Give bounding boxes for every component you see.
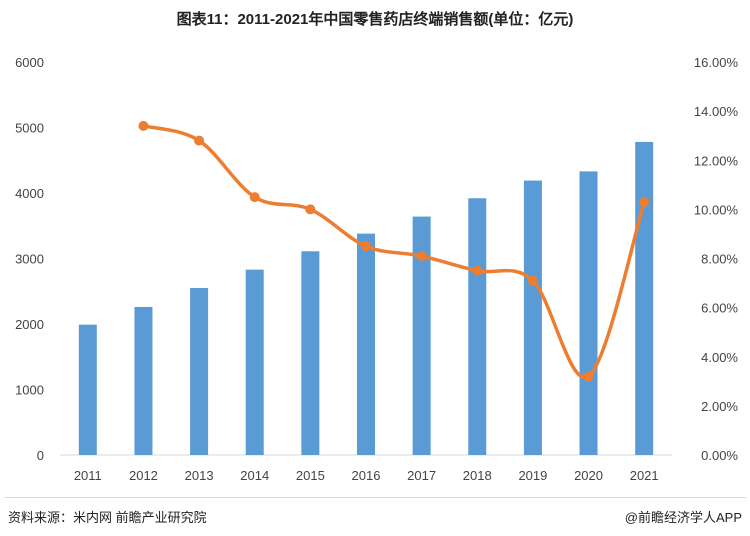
line-point (194, 135, 205, 146)
y-left-tick-label: 1000 (15, 383, 44, 398)
footer-divider (4, 497, 746, 498)
x-tick-label: 2016 (352, 468, 381, 483)
y-left-tick-label: 3000 (15, 252, 44, 267)
y-right-tick-label: 14.00% (694, 104, 739, 119)
x-tick-label: 2012 (129, 468, 158, 483)
y-right-tick-label: 12.00% (694, 153, 739, 168)
x-tick-label: 2021 (630, 468, 659, 483)
line-point (472, 265, 483, 276)
y-right-tick-label: 10.00% (694, 202, 739, 217)
line-point (305, 204, 316, 215)
line-point (639, 197, 650, 208)
bar (245, 269, 264, 455)
bar (412, 216, 431, 455)
line-point (527, 275, 538, 286)
line-point (416, 251, 427, 262)
bar (301, 251, 320, 455)
y-left-tick-label: 5000 (15, 121, 44, 136)
line-point (361, 241, 371, 252)
y-left-tick-label: 0 (37, 448, 44, 463)
y-right-tick-label: 8.00% (701, 252, 738, 267)
bar (134, 306, 153, 455)
line-point (583, 371, 594, 382)
x-tick-label: 2015 (296, 468, 325, 483)
y-right-tick-label: 16.00% (694, 55, 739, 70)
line-point (138, 120, 149, 131)
y-right-tick-label: 0.00% (701, 448, 738, 463)
y-right-tick-label: 6.00% (701, 301, 738, 316)
y-right-tick-label: 4.00% (701, 350, 738, 365)
bar (635, 141, 654, 455)
x-tick-label: 2013 (185, 468, 214, 483)
y-right-tick-label: 2.00% (701, 399, 738, 414)
y-left-tick-label: 2000 (15, 317, 44, 332)
x-tick-label: 2018 (463, 468, 492, 483)
x-tick-label: 2020 (574, 468, 603, 483)
y-left-tick-label: 6000 (15, 55, 44, 70)
x-tick-label: 2014 (240, 468, 269, 483)
line-point (249, 192, 260, 203)
y-left-tick-label: 4000 (15, 186, 44, 201)
x-tick-label: 2019 (518, 468, 547, 483)
bar (78, 324, 97, 455)
bar (357, 233, 375, 455)
bar (190, 287, 209, 455)
bar (468, 198, 487, 456)
source-note: 资料来源：米内网 前瞻产业研究院 (8, 510, 207, 525)
growth-line (141, 124, 646, 380)
brand-credit: @前瞻经济学人APP (624, 510, 742, 525)
x-tick-label: 2011 (74, 468, 102, 483)
bar (523, 180, 542, 455)
bar (579, 171, 598, 455)
x-tick-label: 2017 (407, 468, 436, 483)
chart-title: 图表11：2011-2021年中国零售药店终端销售额(单位：亿元) (176, 11, 574, 28)
